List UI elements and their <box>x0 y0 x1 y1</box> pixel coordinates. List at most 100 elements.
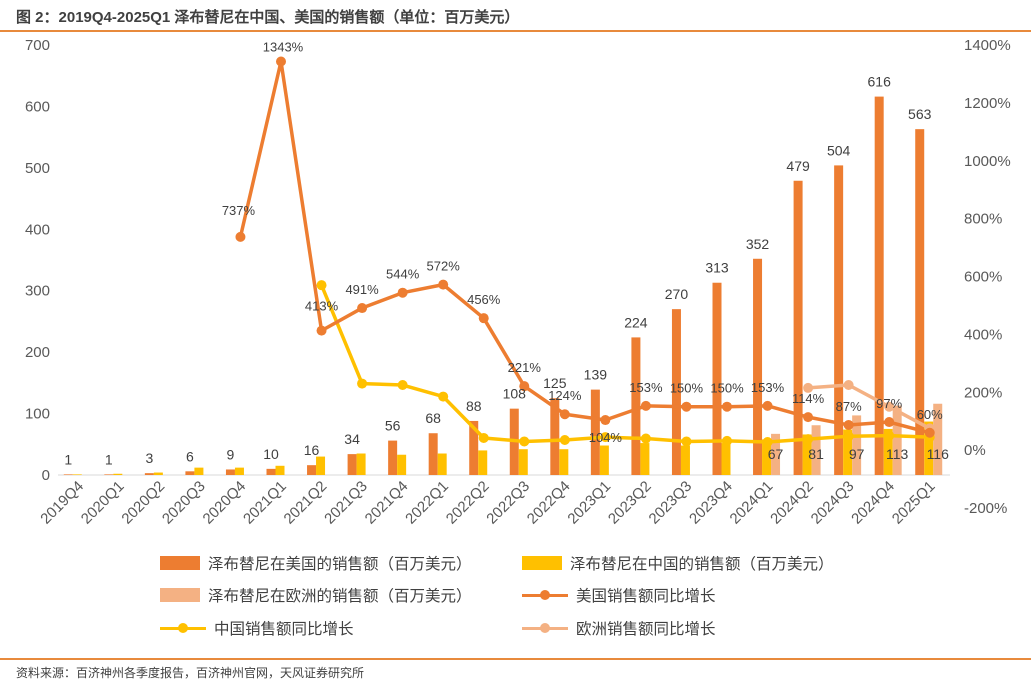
line-point <box>762 400 773 411</box>
bar <box>518 449 528 475</box>
right-tick-label: 1000% <box>964 153 1011 170</box>
bar <box>721 443 731 475</box>
bar <box>852 415 862 475</box>
bar <box>874 96 884 475</box>
x-tick-label: 2021Q1 <box>240 478 290 528</box>
x-tick-label: 2019Q4 <box>37 478 87 528</box>
bar-value-label: 97 <box>849 446 865 462</box>
line-point <box>681 436 692 447</box>
bar <box>72 474 82 475</box>
bar <box>680 445 690 475</box>
bar <box>834 165 844 475</box>
bar <box>590 389 600 475</box>
x-axis: 2019Q42020Q12020Q22020Q32020Q42021Q12021… <box>37 478 938 528</box>
right-tick-label: -200% <box>964 500 1007 517</box>
bar <box>811 425 821 475</box>
line-point <box>640 433 651 444</box>
growth-label: 491% <box>345 282 379 297</box>
legend-item-us-bar: 泽布替尼在美国的销售额（百万美元） <box>160 552 472 574</box>
right-tick-label: 600% <box>964 269 1002 286</box>
line-point <box>884 401 895 412</box>
line-point <box>559 434 570 445</box>
growth-label: 150% <box>670 381 704 396</box>
line-point <box>438 279 449 290</box>
right-tick-label: 400% <box>964 326 1002 343</box>
bar <box>153 472 163 475</box>
bar-value-label: 504 <box>827 142 851 158</box>
bar-value-label: 313 <box>705 260 729 276</box>
bar-value-label: 1 <box>64 451 72 467</box>
bar <box>892 405 902 475</box>
left-tick-label: 700 <box>25 37 50 54</box>
legend-swatch-us-line <box>522 589 568 601</box>
line-point <box>438 391 449 402</box>
growth-label: 737% <box>222 203 256 218</box>
x-tick-label: 2023Q2 <box>605 478 655 528</box>
legend-swatch-cn-bar <box>522 556 562 570</box>
bar-value-label: 108 <box>503 386 527 402</box>
line-point <box>600 432 611 443</box>
bar <box>559 449 569 475</box>
bar <box>275 465 285 475</box>
legend-label-eu-bar: 泽布替尼在欧洲的销售额（百万美元） <box>208 588 472 605</box>
legend-item-eu-line: 欧洲销售额同比增长 <box>522 617 716 639</box>
bar <box>185 471 195 475</box>
right-tick-label: 800% <box>964 211 1002 228</box>
bar <box>640 443 650 475</box>
bar <box>933 403 943 475</box>
x-tick-label: 2022Q3 <box>483 478 533 528</box>
bar <box>599 445 609 475</box>
bar <box>388 440 398 475</box>
line-point <box>316 325 327 336</box>
growth-label: 544% <box>386 267 420 282</box>
bar-value-label: 3 <box>145 450 153 466</box>
bar-value-label: 563 <box>908 106 932 122</box>
bottom-rule <box>0 658 1031 660</box>
legend-swatch-cn-line <box>160 622 206 634</box>
bar <box>924 421 934 475</box>
bar <box>316 456 326 475</box>
line-point <box>803 382 814 393</box>
line-point <box>478 432 489 443</box>
top-rule <box>0 30 1031 32</box>
bar <box>843 429 853 475</box>
growth-label: 104% <box>589 430 623 445</box>
growth-label: 114% <box>792 391 825 406</box>
line-point <box>357 378 368 389</box>
line-point <box>519 381 530 392</box>
bar-value-label: 10 <box>263 446 279 462</box>
legend-label-us-line: 美国销售额同比增长 <box>576 588 716 605</box>
left-tick-label: 500 <box>25 160 50 177</box>
bar <box>397 454 407 475</box>
x-tick-label: 2025Q1 <box>889 478 939 528</box>
growth-label: 87% <box>836 399 862 414</box>
growth-label: 456% <box>467 292 501 307</box>
bar-value-label: 6 <box>186 448 194 464</box>
bar-value-label: 224 <box>624 314 648 330</box>
line-point <box>722 435 732 446</box>
x-tick-label: 2021Q3 <box>321 478 371 528</box>
x-tick-label: 2022Q4 <box>524 478 574 528</box>
bar <box>113 473 123 475</box>
bar <box>478 450 488 475</box>
bar-value-label: 139 <box>584 367 608 383</box>
growth-label: 60% <box>917 407 943 422</box>
line-point <box>681 401 692 412</box>
bar <box>437 453 447 475</box>
left-tick-label: 0 <box>42 467 50 484</box>
line-point <box>559 409 570 420</box>
bar <box>194 467 204 475</box>
growth-label: 124% <box>548 388 582 403</box>
left-tick-label: 400 <box>25 221 50 238</box>
bar-value-label: 113 <box>886 446 909 462</box>
bar-value-label: 67 <box>768 446 784 462</box>
x-tick-label: 2022Q1 <box>402 478 452 528</box>
bar <box>550 398 560 475</box>
right-axis: -200% 0% 200% 400% 600% 800% 1000% 1200% 1400% <box>964 37 1011 517</box>
right-tick-label: 0% <box>964 442 986 459</box>
line-point <box>600 415 611 426</box>
line-point <box>316 280 327 291</box>
bar-value-label: 16 <box>304 442 320 458</box>
x-tick-label: 2023Q1 <box>564 478 614 528</box>
